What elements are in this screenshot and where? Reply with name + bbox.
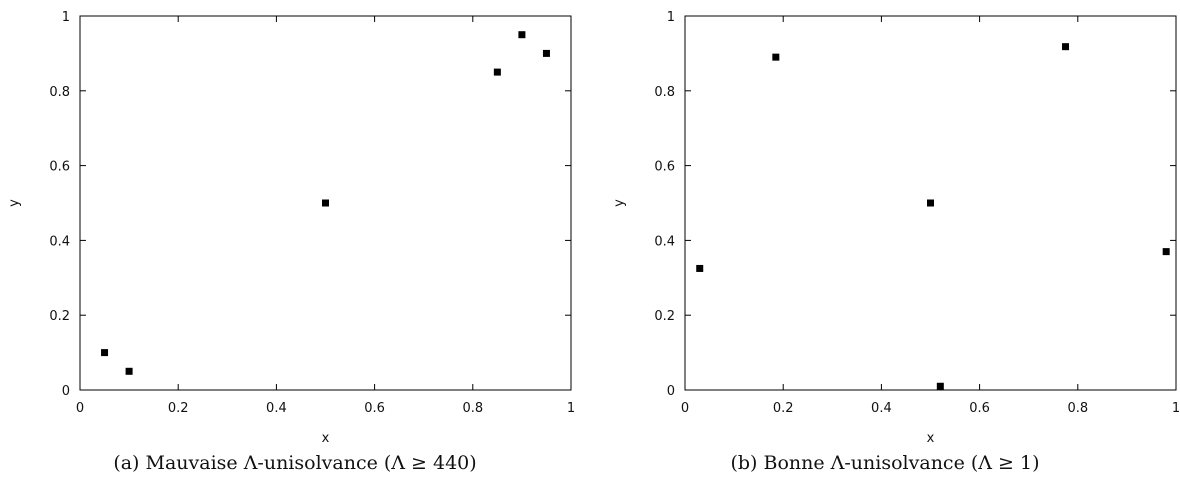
caption-a: (a) Mauvaise Λ-unisolvance (Λ ≥ 440) <box>113 452 477 474</box>
data-point <box>1162 248 1170 256</box>
y-tick-label: 0 <box>62 384 70 399</box>
plot-frame <box>684 15 1177 391</box>
x-tick-label: 0.6 <box>969 401 990 416</box>
plot-frame <box>79 15 572 391</box>
x-tick-label: 1 <box>567 401 575 416</box>
y-tick-label: 1 <box>62 10 70 25</box>
x-tick-label: 0.2 <box>168 401 189 416</box>
y-tick-label: 0 <box>667 384 675 399</box>
data-point <box>927 199 934 207</box>
chart-panel-b: 0 0.2 0.4 0.6 0.8 1 0 0.2 0.4 0.6 0.8 1 x y (b) Bonne… <box>590 0 1180 486</box>
y-tick-label: 0.2 <box>654 309 675 324</box>
y-tick-label: 0.6 <box>49 160 70 175</box>
data-point <box>493 68 501 76</box>
y-tick-label: 0.4 <box>654 234 675 249</box>
caption-b: (b) Bonne Λ-unisolvance (Λ ≥ 1) <box>730 452 1040 474</box>
x-tick-label: 0.6 <box>364 401 385 416</box>
data-point <box>772 53 780 61</box>
chart-panel-a: 0 0.2 0.4 0.6 0.8 1 0 0.2 0.4 0.6 0.8 1 x y (a) Mauva… <box>7 10 575 474</box>
scatter-plot-a: 0 0.2 0.4 0.6 0.8 1 0 0.2 0.4 0.6 0.8 1 x y <box>7 10 575 446</box>
x-tick-label: 0.8 <box>462 401 483 416</box>
x-axis-label: x <box>322 431 330 446</box>
data-point <box>101 349 109 357</box>
data-point <box>518 31 526 39</box>
x-tick-label: 0 <box>681 401 689 416</box>
y-tick-label: 1 <box>667 10 675 25</box>
data-point <box>936 382 944 390</box>
data-point <box>696 264 704 272</box>
data-point <box>322 199 329 207</box>
x-tick-label: 0.4 <box>871 401 892 416</box>
y-tick-label: 0.8 <box>654 85 675 100</box>
x-tick-label: 0.4 <box>266 401 287 416</box>
y-tick-label: 0.6 <box>654 160 675 175</box>
y-tick-label: 0.2 <box>49 309 70 324</box>
x-axis-label: x <box>927 431 935 446</box>
scatter-plot-b: 0 0.2 0.4 0.6 0.8 1 0 0.2 0.4 0.6 0.8 1 x y <box>612 10 1180 446</box>
y-axis-label: y <box>7 199 22 207</box>
data-point <box>125 367 133 375</box>
y-axis-label: y <box>612 199 627 207</box>
x-tick-label: 0.2 <box>773 401 794 416</box>
data-point <box>1062 43 1070 51</box>
x-tick-label: 0 <box>76 401 84 416</box>
x-tick-label: 0.8 <box>1067 401 1088 416</box>
data-point <box>542 49 550 57</box>
y-tick-label: 0.8 <box>49 85 70 100</box>
x-tick-label: 1 <box>1172 401 1180 416</box>
y-tick-label: 0.4 <box>49 234 70 249</box>
